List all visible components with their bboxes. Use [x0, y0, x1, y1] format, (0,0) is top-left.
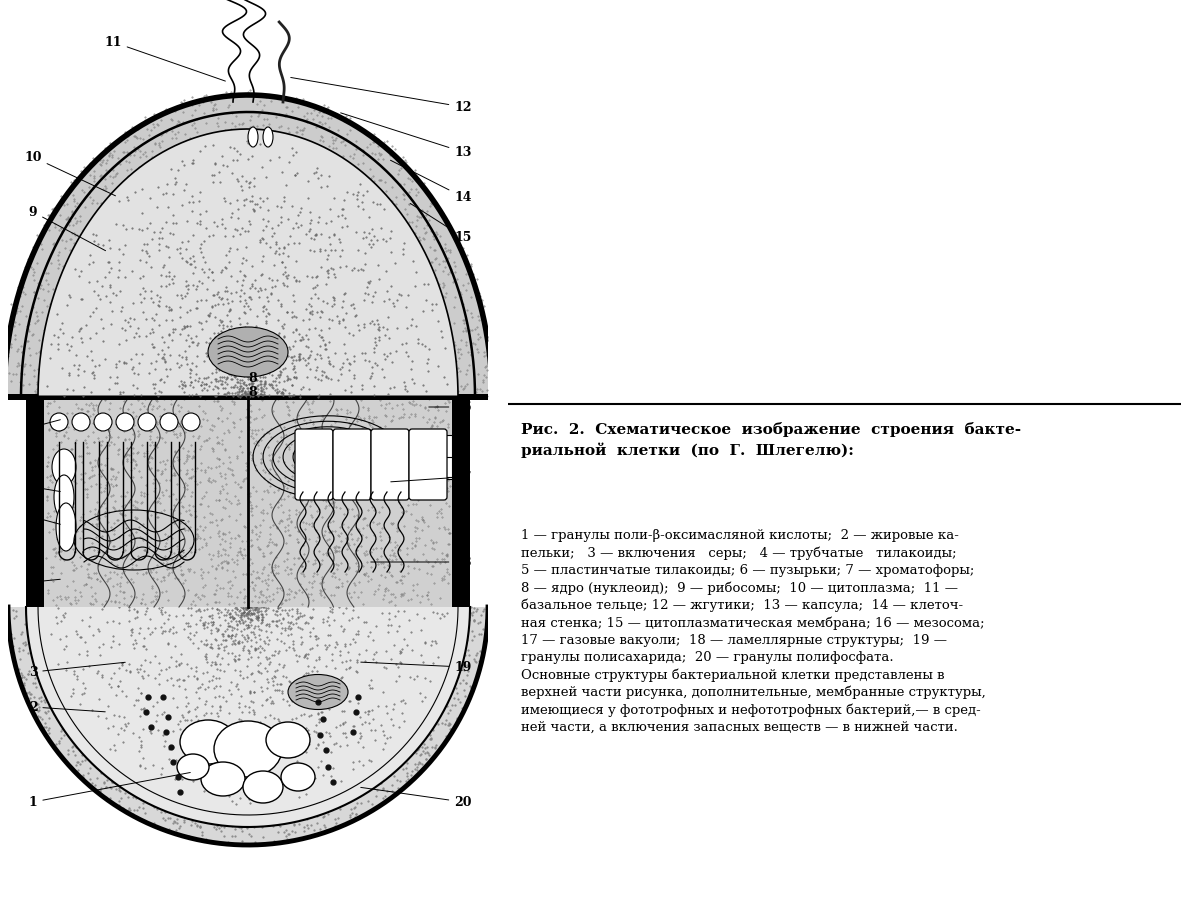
Text: 6: 6	[28, 481, 60, 493]
Ellipse shape	[180, 720, 236, 764]
Text: 2: 2	[28, 701, 105, 713]
Text: 1: 1	[28, 772, 190, 808]
Text: 12: 12	[291, 77, 471, 114]
Polygon shape	[8, 607, 488, 845]
Polygon shape	[26, 607, 470, 827]
Text: 20: 20	[360, 788, 471, 808]
Text: 8: 8	[249, 386, 257, 398]
Text: 10: 10	[25, 151, 116, 196]
Bar	[44, 397, 452, 607]
Ellipse shape	[243, 771, 283, 803]
Ellipse shape	[281, 763, 315, 791]
Text: 15: 15	[410, 204, 471, 243]
Ellipse shape	[52, 449, 76, 485]
Ellipse shape	[208, 327, 288, 377]
Text: 14: 14	[391, 161, 471, 204]
Circle shape	[182, 413, 200, 431]
Text: 1 — гранулы поли-β-оксимасляной кислоты;  2 — жировые ка-
пельки;   3 — включени: 1 — гранулы поли-β-оксимасляной кислоты;…	[521, 529, 986, 734]
FancyBboxPatch shape	[409, 429, 448, 500]
FancyBboxPatch shape	[371, 429, 409, 500]
Bar	[452, 397, 470, 607]
Text: Рис.  2.  Схематическое  изображение  строения  бакте-
риальной  клетки  (по  Г.: Рис. 2. Схематическое изображение строен…	[521, 422, 1022, 458]
Text: 3: 3	[28, 662, 125, 678]
Text: 13: 13	[340, 113, 471, 159]
Ellipse shape	[54, 475, 74, 519]
Text: 9: 9	[28, 205, 105, 250]
Circle shape	[72, 413, 90, 431]
Ellipse shape	[201, 762, 244, 796]
Circle shape	[50, 413, 68, 431]
Text: 16: 16	[429, 400, 471, 414]
FancyBboxPatch shape	[333, 429, 371, 500]
Ellipse shape	[263, 127, 273, 147]
Ellipse shape	[288, 675, 348, 710]
Bar	[26, 397, 44, 607]
Text: 11: 11	[104, 36, 226, 81]
Text: 5: 5	[28, 510, 60, 524]
Ellipse shape	[177, 754, 209, 780]
Circle shape	[138, 413, 156, 431]
Text: 17: 17	[391, 471, 471, 483]
FancyBboxPatch shape	[396, 435, 452, 479]
Polygon shape	[38, 129, 458, 397]
Ellipse shape	[214, 721, 282, 777]
Text: 4: 4	[28, 576, 60, 588]
FancyBboxPatch shape	[295, 429, 333, 500]
Circle shape	[94, 413, 112, 431]
Circle shape	[116, 413, 133, 431]
Ellipse shape	[266, 722, 309, 758]
Circle shape	[159, 413, 178, 431]
Ellipse shape	[248, 127, 257, 147]
Polygon shape	[4, 95, 492, 397]
Text: 8: 8	[249, 372, 257, 385]
Text: 18: 18	[371, 555, 471, 569]
Text: 19: 19	[360, 660, 471, 674]
Text: 7: 7	[28, 420, 60, 433]
Ellipse shape	[56, 503, 76, 551]
